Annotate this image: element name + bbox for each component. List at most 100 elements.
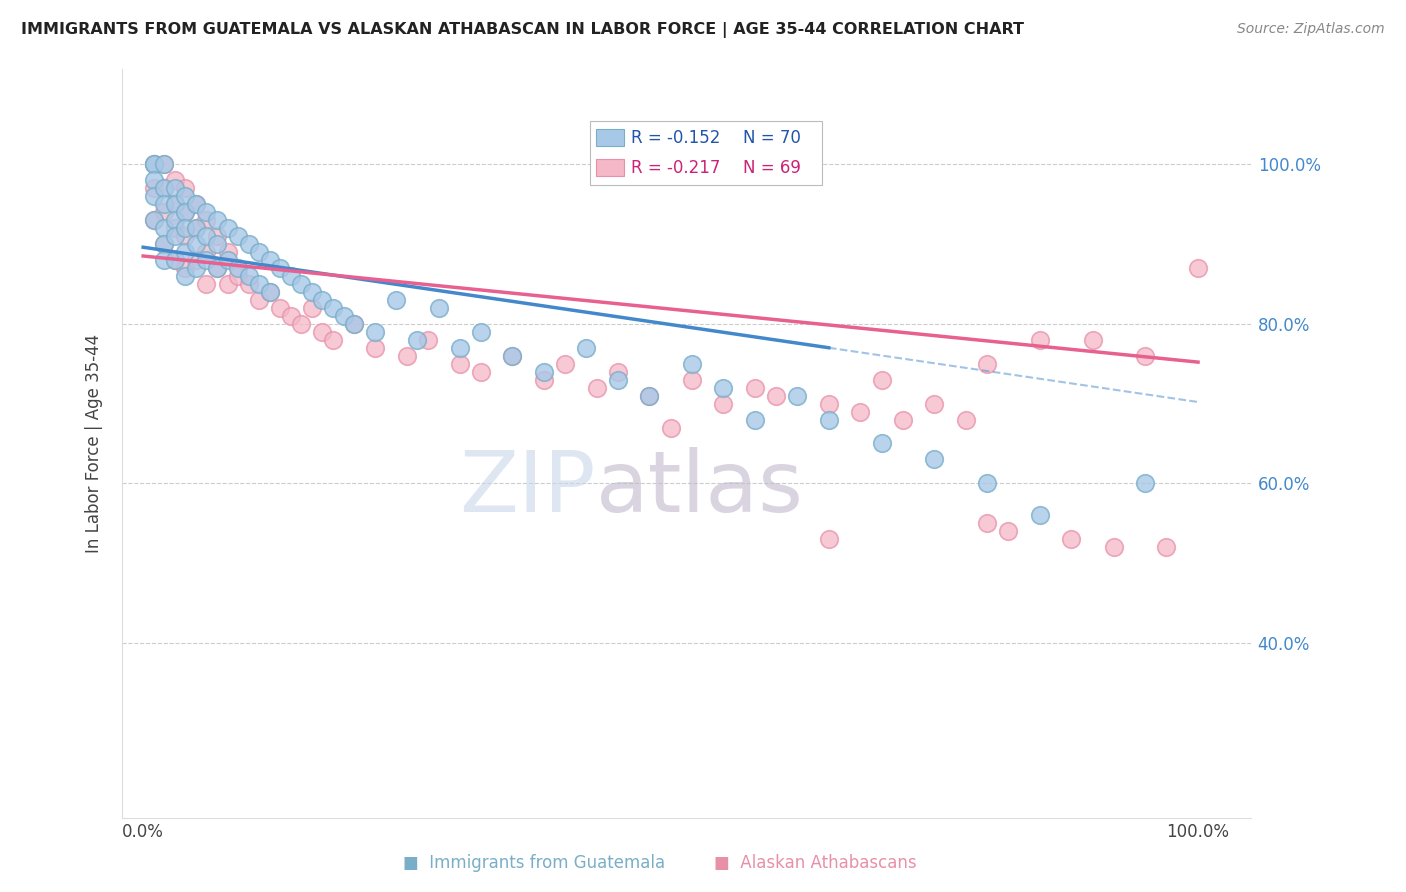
- Point: [427, 301, 450, 315]
- Point: [924, 396, 946, 410]
- Point: [247, 245, 270, 260]
- Point: [343, 317, 366, 331]
- Point: [817, 396, 839, 410]
- Point: [744, 412, 766, 426]
- Point: [153, 237, 176, 252]
- Point: [153, 205, 176, 219]
- Point: [533, 365, 555, 379]
- Text: Source: ZipAtlas.com: Source: ZipAtlas.com: [1237, 22, 1385, 37]
- Point: [174, 260, 197, 275]
- Point: [163, 197, 186, 211]
- Point: [976, 476, 998, 491]
- Point: [817, 412, 839, 426]
- Point: [226, 268, 249, 283]
- Point: [1029, 333, 1052, 347]
- Point: [184, 237, 207, 252]
- FancyBboxPatch shape: [591, 121, 823, 185]
- Point: [205, 237, 228, 252]
- Text: ■  Immigrants from Guatemala: ■ Immigrants from Guatemala: [404, 855, 665, 872]
- Point: [343, 317, 366, 331]
- Text: N = 69: N = 69: [742, 159, 800, 177]
- Point: [247, 277, 270, 291]
- Point: [226, 229, 249, 244]
- Point: [184, 197, 207, 211]
- Point: [195, 205, 218, 219]
- Point: [163, 252, 186, 267]
- Point: [153, 157, 176, 171]
- Text: ■  Alaskan Athabascans: ■ Alaskan Athabascans: [714, 855, 917, 872]
- Point: [395, 349, 418, 363]
- Point: [238, 237, 260, 252]
- Point: [153, 221, 176, 235]
- Point: [301, 285, 323, 299]
- Point: [870, 436, 893, 450]
- Point: [259, 285, 281, 299]
- Point: [195, 229, 218, 244]
- Point: [153, 157, 176, 171]
- Point: [142, 181, 165, 195]
- Point: [226, 260, 249, 275]
- Point: [174, 245, 197, 260]
- Point: [997, 524, 1019, 539]
- Y-axis label: In Labor Force | Age 35-44: In Labor Force | Age 35-44: [86, 334, 103, 553]
- Point: [142, 157, 165, 171]
- Point: [606, 365, 628, 379]
- Point: [195, 277, 218, 291]
- Point: [280, 309, 302, 323]
- FancyBboxPatch shape: [596, 160, 624, 176]
- Point: [174, 189, 197, 203]
- Point: [1135, 349, 1157, 363]
- Point: [217, 277, 239, 291]
- Point: [470, 325, 492, 339]
- Point: [195, 213, 218, 227]
- Point: [163, 252, 186, 267]
- Point: [205, 260, 228, 275]
- Text: R = -0.152: R = -0.152: [631, 128, 720, 146]
- Point: [163, 213, 186, 227]
- Point: [364, 341, 387, 355]
- Point: [301, 301, 323, 315]
- Point: [163, 173, 186, 187]
- Point: [849, 404, 872, 418]
- Point: [575, 341, 598, 355]
- Point: [501, 349, 523, 363]
- Point: [142, 173, 165, 187]
- Point: [501, 349, 523, 363]
- Point: [1156, 540, 1178, 554]
- Point: [153, 252, 176, 267]
- Point: [606, 373, 628, 387]
- Text: ZIP: ZIP: [460, 447, 596, 530]
- Point: [955, 412, 977, 426]
- Point: [153, 197, 176, 211]
- Point: [1135, 476, 1157, 491]
- Point: [290, 317, 312, 331]
- Point: [711, 396, 734, 410]
- Point: [247, 293, 270, 307]
- Point: [1060, 533, 1083, 547]
- Point: [364, 325, 387, 339]
- Point: [280, 268, 302, 283]
- Text: N = 70: N = 70: [742, 128, 800, 146]
- Point: [184, 221, 207, 235]
- Point: [217, 221, 239, 235]
- Point: [554, 357, 576, 371]
- Point: [174, 229, 197, 244]
- Point: [385, 293, 408, 307]
- Point: [924, 452, 946, 467]
- Point: [153, 237, 176, 252]
- Point: [174, 205, 197, 219]
- Point: [153, 181, 176, 195]
- Point: [174, 181, 197, 195]
- Point: [205, 260, 228, 275]
- Point: [174, 221, 197, 235]
- Point: [533, 373, 555, 387]
- Point: [290, 277, 312, 291]
- Point: [238, 268, 260, 283]
- Point: [765, 389, 787, 403]
- Point: [142, 213, 165, 227]
- Point: [870, 373, 893, 387]
- Point: [205, 229, 228, 244]
- Point: [406, 333, 429, 347]
- Point: [163, 197, 186, 211]
- Point: [163, 229, 186, 244]
